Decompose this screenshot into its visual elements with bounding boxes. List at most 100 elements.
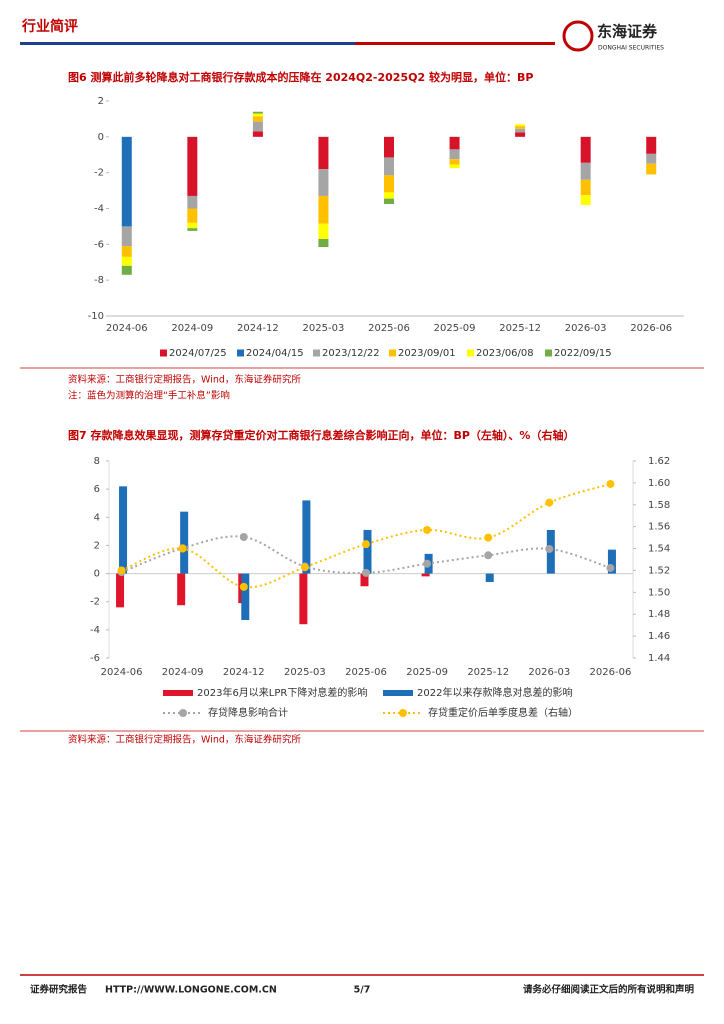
legend-label: 2024/07/25 (169, 348, 227, 359)
logo-icon (562, 20, 594, 52)
bar-segment (187, 208, 198, 223)
legend-swatch (467, 349, 474, 357)
bar-segment (384, 136, 394, 158)
legend-swatch (389, 349, 396, 357)
bar-segment (515, 124, 526, 127)
legend-label: 2023/12/22 (322, 348, 380, 359)
line-marker (239, 532, 248, 541)
line-marker (484, 551, 493, 560)
x-tick-label: 2025-03 (303, 323, 345, 334)
line-marker (300, 563, 309, 572)
line-marker (239, 582, 248, 591)
x-tick-label: 2025-06 (345, 667, 387, 678)
bar-segment (318, 238, 329, 248)
header-rule-blue (20, 42, 355, 45)
legend-swatch (313, 349, 320, 357)
line-marker (606, 479, 615, 488)
bar-segment (121, 246, 132, 257)
bar-segment (187, 136, 198, 196)
note: 注：蓝色为测算的治理“手工补息”影响 (68, 390, 230, 402)
bar-segment (449, 149, 460, 160)
y2-tick-label: 1.56 (648, 522, 670, 533)
page-number: 5/7 (354, 985, 371, 996)
bar-segment (515, 128, 526, 133)
x-tick-label: 2026-06 (590, 667, 632, 678)
x-tick-label: 2026-03 (528, 667, 570, 678)
figure-title: 图7 存款降息效果显现，测算存贷重定价对工商银行息差综合影响正向，单位：BP（左… (68, 428, 574, 442)
logo-cn: 东海证券 (597, 23, 658, 41)
bar-segment (384, 175, 394, 193)
bar-segment (252, 116, 263, 122)
bar (119, 486, 128, 574)
legend-label: 2022年以来存款降息对息差的影响 (417, 686, 572, 699)
y-tick-label: 2 (98, 96, 104, 107)
bar (180, 511, 189, 574)
legend-label: 2022/09/15 (554, 348, 612, 359)
bar-segment (252, 111, 263, 114)
x-tick-label: 2026-03 (565, 323, 607, 334)
y2-tick-label: 1.60 (648, 478, 670, 489)
footer-right: 请务必仔细阅读正文后的所有说明和声明 (523, 984, 695, 996)
y2-tick-label: 1.52 (648, 565, 670, 576)
y-tick-label: -4 (94, 204, 104, 215)
y-tick-label: 8 (94, 456, 100, 467)
footer-url: HTTP://WWW.LONGONE.COM.CN (105, 985, 277, 996)
bar-segment (580, 179, 591, 196)
line-marker (423, 559, 432, 568)
bar-segment (121, 136, 132, 227)
x-tick-label: 2024-12 (223, 667, 265, 678)
bar (299, 573, 308, 625)
y-tick-label: -6 (94, 239, 104, 250)
source: 资料来源：工商银行定期报告，Wind，东海证券研究所 (68, 734, 301, 746)
legend-label: 存贷重定价后单季度息差（右轴） (428, 706, 578, 719)
line (121, 535, 611, 574)
legend-swatch (163, 690, 193, 696)
legend-label: 2023年6月以来LPR下降对息差的影响 (197, 686, 367, 699)
line-marker (178, 544, 187, 553)
bar-segment (187, 195, 198, 209)
line-marker (545, 544, 554, 553)
bar-segment (449, 136, 460, 150)
bar-segment (121, 265, 132, 275)
figure-title: 图6 测算此前多轮降息对工商银行存款成本的压降在 2024Q2-2025Q2 较… (68, 70, 533, 84)
bar-segment (187, 222, 198, 229)
bar (177, 573, 186, 606)
legend-marker (179, 709, 187, 717)
bar-segment (121, 256, 132, 266)
bar-segment (449, 159, 460, 165)
y-tick-label: -6 (90, 653, 100, 664)
x-tick-label: 2024-12 (237, 323, 279, 334)
bar-segment (318, 136, 329, 170)
logo-en: DONGHAI SECURITIES (598, 45, 664, 52)
y-tick-label: 0 (94, 569, 100, 580)
bar (421, 573, 430, 577)
bar-segment (580, 136, 591, 163)
legend-label: 2024/04/15 (246, 348, 304, 359)
line-marker (117, 566, 126, 575)
y-tick-label: -4 (90, 625, 100, 636)
bar-segment (252, 121, 263, 132)
line-marker (362, 540, 370, 549)
bar-segment (384, 198, 394, 205)
x-tick-label: 2024-09 (162, 667, 204, 678)
y2-tick-label: 1.44 (648, 653, 670, 664)
bar (360, 573, 369, 587)
legend-swatch (545, 349, 552, 357)
bar (241, 573, 250, 621)
bar (607, 549, 616, 574)
footer-left: 证券研究报告 (30, 984, 88, 996)
bar-segment (580, 162, 591, 180)
y-tick-label: 0 (98, 132, 104, 143)
y-tick-label: 4 (94, 512, 100, 523)
legend-swatch (160, 349, 167, 357)
bar-segment (252, 131, 263, 137)
y2-tick-label: 1.46 (648, 631, 670, 642)
bar (363, 529, 372, 574)
bar-segment (384, 192, 394, 199)
y2-tick-label: 1.58 (648, 500, 670, 511)
bar-segment (646, 136, 657, 154)
x-tick-label: 2025-03 (284, 667, 326, 678)
bar-segment (318, 195, 329, 224)
y2-tick-label: 1.50 (648, 587, 670, 598)
